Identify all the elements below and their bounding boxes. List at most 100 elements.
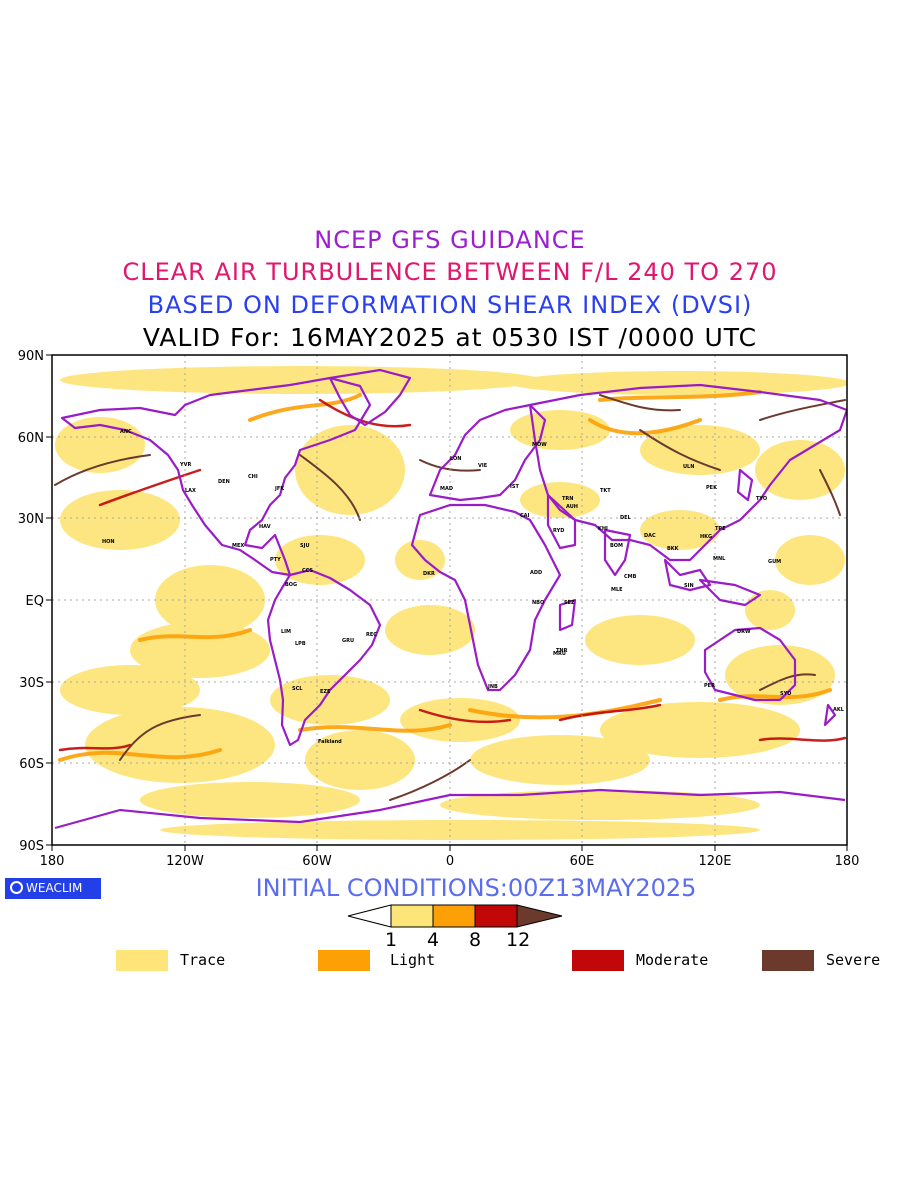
colorbar-under-triangle (347, 904, 392, 928)
station-label: Falkland (318, 739, 342, 745)
lon-label: 180 (40, 854, 65, 869)
india-outline (603, 528, 632, 577)
station-label: BOM (610, 543, 623, 549)
legend-swatch-trace (116, 950, 168, 971)
arabia-outline (546, 493, 577, 550)
africa-outline (410, 503, 562, 692)
axis-ticks (46, 354, 848, 851)
station-label: JFK (274, 486, 285, 492)
station-label: MOW (532, 442, 547, 448)
title-product: CLEAR AIR TURBULENCE BETWEEN F/L 240 TO … (122, 258, 778, 286)
station-label: DEN (218, 479, 230, 485)
lon-label: 60E (570, 854, 595, 869)
south-america-outline (266, 568, 382, 747)
lon-labels: 180 120W 60W 0 60E 120E 180 (40, 854, 860, 869)
station-label: LIM (281, 629, 291, 635)
station-label: TRN (562, 496, 573, 502)
station-label: TNR (556, 648, 568, 654)
title-method: BASED ON DEFORMATION SHEAR INDEX (DVSI) (147, 291, 753, 319)
station-label: PER (704, 683, 715, 689)
station-label: SEZ (564, 600, 575, 606)
station-label: TKT (600, 488, 611, 494)
asia-outline (528, 383, 847, 562)
station-label: RYD (553, 528, 564, 534)
station-label: SCL (292, 686, 303, 692)
station-label: HON (102, 539, 115, 545)
legend-label-moderate: Moderate (636, 951, 709, 969)
logo-circle-icon (10, 881, 23, 894)
colorbar-moderate-bin (474, 904, 518, 928)
station-label: GUM (768, 559, 781, 565)
legend-label-trace: Trace (180, 951, 226, 969)
station-label: ADD (530, 570, 542, 576)
title-valid-time: VALID For: 16MAY2025 at 0530 IST /0000 U… (142, 323, 758, 352)
station-label: NBO (532, 600, 544, 606)
station-labels: ANC HON MEX LIM BOG CCS MAD LON MOW CAI … (102, 429, 845, 745)
initial-conditions: INITIAL CONDITIONS:00Z13MAY2025 (255, 874, 697, 902)
station-label: LAX (185, 488, 196, 494)
station-label: JNB (487, 684, 498, 690)
station-label: GRU (342, 638, 354, 644)
lon-label: 120W (166, 854, 204, 869)
legend-swatch-light (318, 950, 370, 971)
station-label: SIN (684, 583, 694, 589)
graticule (52, 355, 847, 845)
lon-label: 120E (698, 854, 731, 869)
lon-label: 0 (446, 854, 454, 869)
lat-label: 90N (18, 349, 44, 364)
station-label: EZE (320, 689, 331, 695)
station-label: BOG (285, 582, 297, 588)
station-label: MLE (611, 587, 623, 593)
station-label: MEX (232, 543, 244, 549)
station-label: TPE (715, 526, 726, 532)
logo-text: WEACLIM (26, 881, 83, 895)
antarctica-outline (54, 788, 846, 830)
colorbar-light-bin (432, 904, 476, 928)
lat-labels: 90N 60N 30N EQ 30S 60S 90S (18, 349, 44, 854)
europe-outline (428, 403, 547, 502)
station-label: SYD (780, 691, 791, 697)
lat-label: 30N (18, 512, 44, 527)
station-label: TYO (756, 496, 767, 502)
station-label: SJU (300, 543, 310, 549)
lon-label: 180 (835, 854, 860, 869)
station-label: CMB (624, 574, 637, 580)
station-label: HKG (700, 534, 712, 540)
station-label: AKL (833, 707, 845, 713)
station-label: MRU (553, 651, 566, 657)
station-label: DKR (423, 571, 435, 577)
station-label: MNL (713, 556, 726, 562)
legend-swatch-moderate (572, 950, 624, 971)
station-label: IST (510, 484, 519, 490)
legend-label-light: Light (390, 951, 436, 969)
north-america-outline (60, 376, 372, 577)
greenland-outline (328, 368, 412, 427)
turbulence-field (54, 366, 847, 840)
station-label: KHI (598, 526, 608, 532)
station-label: LON (450, 456, 461, 462)
legend-swatch-severe (762, 950, 814, 971)
station-label: DAC (644, 533, 656, 539)
station-label: ULN (683, 464, 694, 470)
lon-label: 60W (302, 854, 332, 869)
station-label: CAI (520, 513, 530, 519)
station-label: DRW (737, 629, 751, 635)
station-label: BKK (667, 546, 680, 552)
lat-label: 60N (18, 431, 44, 446)
station-label: PEK (706, 485, 718, 491)
lat-label: 90S (19, 839, 44, 854)
station-label: CCS (302, 568, 313, 574)
station-label: ANC (120, 429, 132, 435)
station-label: PTY (270, 557, 281, 563)
coastlines (54, 368, 847, 830)
colorbar-tick-8: 8 (469, 929, 482, 951)
station-label: CHI (248, 474, 258, 480)
legend-label-severe: Severe (826, 951, 881, 969)
station-label: HAV (259, 524, 271, 530)
australia-outline (703, 626, 797, 702)
station-label: LPB (295, 641, 306, 647)
colorbar-tick-4: 4 (427, 929, 440, 951)
nz-outline (823, 703, 837, 727)
station-label: VIE (478, 463, 488, 469)
